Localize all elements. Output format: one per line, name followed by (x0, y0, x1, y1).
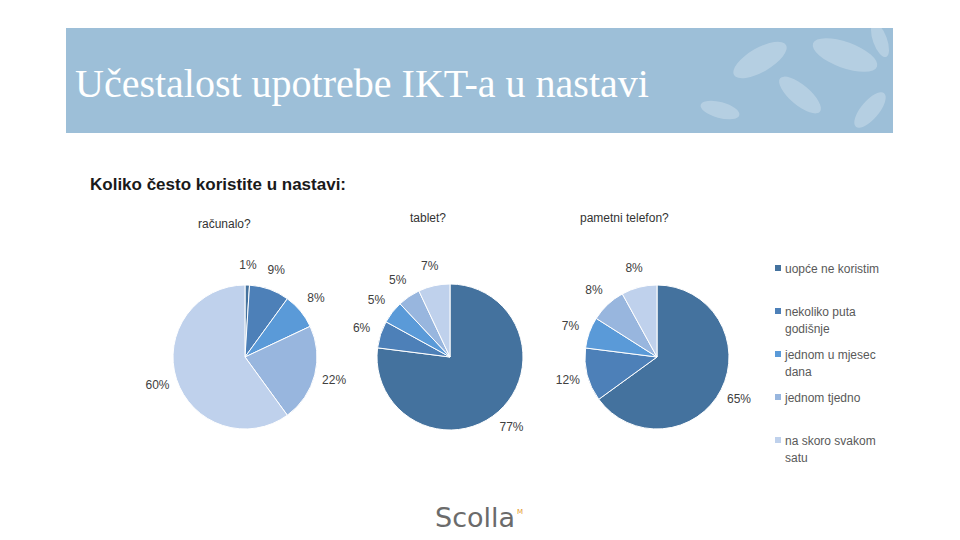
logo: Scolla (435, 502, 515, 533)
data-label: 8% (625, 261, 643, 275)
pie-chart: tablet?uopće ne koristim77%nekoliko puta… (353, 211, 524, 434)
data-label: 12% (556, 373, 580, 387)
legend: uopće ne koristim nekoliko putagodišnje je… (775, 262, 879, 465)
legend-swatch (775, 351, 781, 357)
pie-slice: na skoro svakom satu (419, 284, 450, 357)
pie-chart: pametni telefon?uopće ne koristim65%neko… (556, 211, 751, 429)
legend-swatch (775, 394, 781, 400)
data-label: 9% (267, 263, 285, 277)
data-label: 7% (421, 259, 439, 273)
data-label: 77% (499, 420, 523, 434)
legend-label: na skoro svakomsatu (785, 434, 876, 465)
page: Učestalost upotrebe IKT-a u nastavi Kolik… (0, 0, 960, 540)
legend-label: jednom tjedno (784, 391, 861, 405)
data-label: 8% (585, 283, 603, 297)
chart-title: tablet? (410, 211, 446, 225)
subtitle: Koliko često koristite u nastavi: (90, 175, 346, 194)
legend-swatch (775, 265, 781, 271)
chart-title: pametni telefon? (580, 211, 669, 225)
banner-leaf (867, 21, 892, 60)
data-label: 8% (307, 291, 325, 305)
data-label: 7% (562, 319, 580, 333)
legend-label: uopće ne koristim (785, 262, 879, 276)
data-label: 5% (368, 293, 386, 307)
pie-slice: uopće ne koristim (377, 284, 523, 430)
legend-label: nekoliko putagodišnje (785, 305, 856, 336)
data-label: 6% (353, 321, 371, 335)
legend-swatch (775, 308, 781, 314)
title: Učestalost upotrebe IKT-a u nastavi (75, 61, 649, 106)
logo-mark: M (517, 508, 523, 516)
banner-leaf (849, 87, 891, 132)
data-label: 65% (727, 392, 751, 406)
pie-slice: na skoro svakom satu (622, 285, 657, 357)
banner (66, 28, 893, 133)
pie-chart: računalo?uopće ne koristim1%nekoliko put… (145, 217, 346, 429)
data-label: 60% (145, 378, 169, 392)
legend-label: jednom u mjesecdana (784, 348, 876, 379)
legend-swatch (775, 437, 781, 443)
banner-leaf (699, 97, 742, 123)
data-label: 22% (322, 373, 346, 387)
data-label: 1% (239, 258, 257, 272)
chart-title: računalo? (198, 217, 251, 231)
pie-slice: na skoro svakom satu (173, 285, 287, 429)
banner-leaf (809, 31, 882, 79)
data-label: 5% (389, 273, 407, 287)
banner-leaf (774, 71, 827, 120)
